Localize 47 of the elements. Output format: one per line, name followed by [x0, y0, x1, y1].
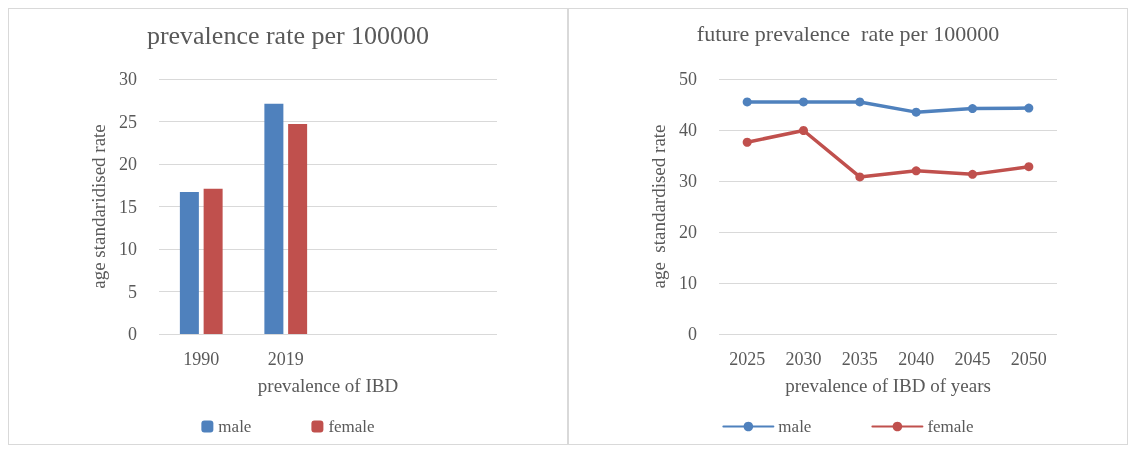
y-tick-label: 15	[119, 196, 137, 217]
legend-label: male	[778, 417, 812, 436]
chart-title: prevalence rate per 100000	[146, 20, 430, 50]
y-tick-label: 40	[679, 120, 697, 140]
y-axis-title: age standardised rate	[648, 124, 670, 289]
bar	[288, 124, 308, 334]
point	[799, 97, 808, 107]
y-axis-title: age standaridised rate	[88, 124, 110, 289]
x-tick-label: 1990	[183, 349, 220, 369]
legend-label: female	[927, 417, 974, 436]
point	[855, 172, 865, 182]
x-axis-title: prevalence of IBD of years	[785, 375, 991, 396]
x-tick-label: 2050	[1010, 349, 1047, 369]
y-tick-label: 0	[128, 324, 137, 344]
y-tick-label: 0	[688, 324, 697, 344]
legend-label: male	[218, 417, 252, 436]
x-axis-title: prevalence of IBD	[257, 375, 399, 396]
point	[1024, 162, 1034, 172]
chart-title: future prevalence rate per 100000	[696, 20, 1000, 46]
y-tick-label: 25	[119, 111, 137, 132]
y-tick-label: 5	[128, 281, 137, 302]
y-tick-label: 20	[119, 154, 137, 174]
y-tick-label: 50	[679, 69, 697, 89]
x-tick-label: 2045	[954, 349, 991, 369]
point	[742, 97, 752, 107]
x-tick-label: 2040	[898, 349, 935, 369]
y-tick-label: 10	[679, 273, 697, 293]
x-tick-label: 2035	[841, 349, 878, 369]
point	[742, 137, 752, 147]
point	[855, 97, 865, 107]
point	[911, 166, 921, 176]
legend-label: female	[328, 417, 375, 436]
y-tick-label: 30	[679, 171, 697, 191]
point	[1024, 103, 1034, 113]
bar	[264, 103, 284, 334]
point	[968, 169, 977, 179]
point	[968, 104, 977, 114]
x-tick-label: 2025	[729, 349, 766, 369]
y-tick-label: 30	[119, 69, 137, 89]
y-tick-label: 20	[679, 222, 697, 242]
y-tick-label: 10	[119, 239, 137, 259]
point	[799, 126, 808, 136]
x-tick-label: 2030	[785, 349, 822, 369]
bar	[179, 192, 199, 334]
point	[911, 107, 921, 117]
bar	[203, 188, 223, 334]
x-tick-label: 2019	[267, 349, 304, 369]
